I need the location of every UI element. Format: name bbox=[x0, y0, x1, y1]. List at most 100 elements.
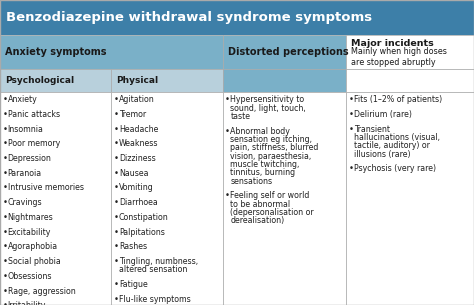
Text: derealisation): derealisation) bbox=[230, 216, 284, 225]
Bar bbox=[223, 69, 346, 92]
Text: •: • bbox=[225, 127, 230, 135]
Text: Benzodiazepine withdrawal syndrome symptoms: Benzodiazepine withdrawal syndrome sympt… bbox=[6, 11, 372, 24]
Text: Tremor: Tremor bbox=[119, 110, 146, 119]
Text: •: • bbox=[114, 110, 119, 119]
Text: Weakness: Weakness bbox=[119, 139, 158, 148]
Text: Physical: Physical bbox=[116, 76, 158, 84]
Bar bbox=[223, 35, 346, 69]
Text: •: • bbox=[2, 198, 8, 207]
Text: •: • bbox=[114, 257, 119, 266]
Bar bbox=[0, 69, 111, 92]
Text: •: • bbox=[114, 169, 119, 178]
Text: Anxiety: Anxiety bbox=[8, 95, 37, 104]
Text: Depression: Depression bbox=[8, 154, 52, 163]
Bar bbox=[223, 92, 346, 305]
Text: •: • bbox=[114, 198, 119, 207]
Text: •: • bbox=[2, 169, 8, 178]
Text: pain, stiffness, blurred: pain, stiffness, blurred bbox=[230, 143, 319, 152]
Text: •: • bbox=[114, 280, 119, 289]
Text: muscle twitching,: muscle twitching, bbox=[230, 160, 300, 169]
Text: •: • bbox=[114, 95, 119, 104]
Bar bbox=[0, 92, 111, 305]
Text: •: • bbox=[114, 125, 119, 134]
Text: •: • bbox=[2, 242, 8, 251]
Text: Agoraphobia: Agoraphobia bbox=[8, 242, 58, 251]
Text: Hypersensitivity to: Hypersensitivity to bbox=[230, 95, 304, 104]
Text: taste: taste bbox=[230, 112, 250, 121]
Text: •: • bbox=[2, 257, 8, 266]
Text: Nightmares: Nightmares bbox=[8, 213, 54, 222]
Text: •: • bbox=[2, 139, 8, 148]
Text: •: • bbox=[114, 242, 119, 251]
Bar bbox=[346, 92, 474, 305]
Text: Fatigue: Fatigue bbox=[119, 280, 148, 289]
Text: •: • bbox=[114, 139, 119, 148]
Text: •: • bbox=[2, 125, 8, 134]
Text: tinnitus, burning: tinnitus, burning bbox=[230, 168, 295, 177]
Text: •: • bbox=[225, 191, 230, 200]
Text: Social phobia: Social phobia bbox=[8, 257, 60, 266]
Text: hallucinations (visual,: hallucinations (visual, bbox=[354, 133, 439, 142]
Text: •: • bbox=[114, 295, 119, 304]
Text: Poor memory: Poor memory bbox=[8, 139, 60, 148]
Text: vision, paraesthesia,: vision, paraesthesia, bbox=[230, 152, 311, 161]
Text: •: • bbox=[2, 301, 8, 305]
Bar bbox=[0, 0, 474, 35]
Text: •: • bbox=[2, 95, 8, 104]
Text: sound, light, touch,: sound, light, touch, bbox=[230, 103, 306, 113]
Bar bbox=[111, 69, 223, 92]
Text: Delirium (rare): Delirium (rare) bbox=[354, 110, 411, 119]
Text: •: • bbox=[114, 228, 119, 237]
Bar bbox=[0, 35, 223, 69]
Bar bbox=[346, 69, 474, 92]
Text: •: • bbox=[2, 272, 8, 281]
Text: altered sensation: altered sensation bbox=[119, 265, 187, 275]
Bar bbox=[346, 35, 474, 69]
Text: •: • bbox=[2, 213, 8, 222]
Text: •: • bbox=[2, 184, 8, 192]
Text: Abnormal body: Abnormal body bbox=[230, 127, 290, 135]
Text: Feeling self or world: Feeling self or world bbox=[230, 191, 310, 200]
Text: Palpitations: Palpitations bbox=[119, 228, 165, 237]
Text: Rage, aggression: Rage, aggression bbox=[8, 286, 75, 296]
Text: Mainly when high doses
are stopped abruptly: Mainly when high doses are stopped abrup… bbox=[351, 47, 447, 67]
Text: Psychosis (very rare): Psychosis (very rare) bbox=[354, 164, 436, 173]
Text: Paranoia: Paranoia bbox=[8, 169, 42, 178]
Text: •: • bbox=[114, 213, 119, 222]
Text: Headache: Headache bbox=[119, 125, 158, 134]
Text: illusions (rare): illusions (rare) bbox=[354, 150, 410, 159]
Text: •: • bbox=[2, 110, 8, 119]
Text: •: • bbox=[225, 95, 230, 104]
Text: •: • bbox=[348, 110, 354, 119]
Text: •: • bbox=[114, 154, 119, 163]
Text: Distorted perceptions: Distorted perceptions bbox=[228, 47, 348, 57]
Text: sensations: sensations bbox=[230, 177, 273, 186]
Text: •: • bbox=[2, 286, 8, 296]
Text: Agitation: Agitation bbox=[119, 95, 155, 104]
Text: (depersonalisation or: (depersonalisation or bbox=[230, 208, 314, 217]
Text: Major incidents: Major incidents bbox=[351, 39, 434, 48]
Text: Obsessions: Obsessions bbox=[8, 272, 52, 281]
Bar bbox=[111, 92, 223, 305]
Text: Psychological: Psychological bbox=[5, 76, 74, 84]
Text: Fits (1–2% of patients): Fits (1–2% of patients) bbox=[354, 95, 442, 104]
Text: Anxiety symptoms: Anxiety symptoms bbox=[5, 47, 106, 57]
Text: sensation eg itching,: sensation eg itching, bbox=[230, 135, 312, 144]
Text: Constipation: Constipation bbox=[119, 213, 169, 222]
Text: Insomnia: Insomnia bbox=[8, 125, 44, 134]
Text: Tingling, numbness,: Tingling, numbness, bbox=[119, 257, 198, 266]
Text: Transient: Transient bbox=[354, 125, 390, 134]
Text: •: • bbox=[348, 164, 354, 173]
Text: •: • bbox=[2, 228, 8, 237]
Text: Rashes: Rashes bbox=[119, 242, 147, 251]
Text: Cravings: Cravings bbox=[8, 198, 42, 207]
Text: •: • bbox=[348, 95, 354, 104]
Text: Diarrhoea: Diarrhoea bbox=[119, 198, 158, 207]
Text: Nausea: Nausea bbox=[119, 169, 148, 178]
Text: Dizziness: Dizziness bbox=[119, 154, 156, 163]
Text: Vomiting: Vomiting bbox=[119, 184, 154, 192]
Text: tactile, auditory) or: tactile, auditory) or bbox=[354, 141, 429, 150]
Text: to be abnormal: to be abnormal bbox=[230, 200, 291, 209]
Text: Irritability: Irritability bbox=[8, 301, 46, 305]
Text: •: • bbox=[114, 184, 119, 192]
